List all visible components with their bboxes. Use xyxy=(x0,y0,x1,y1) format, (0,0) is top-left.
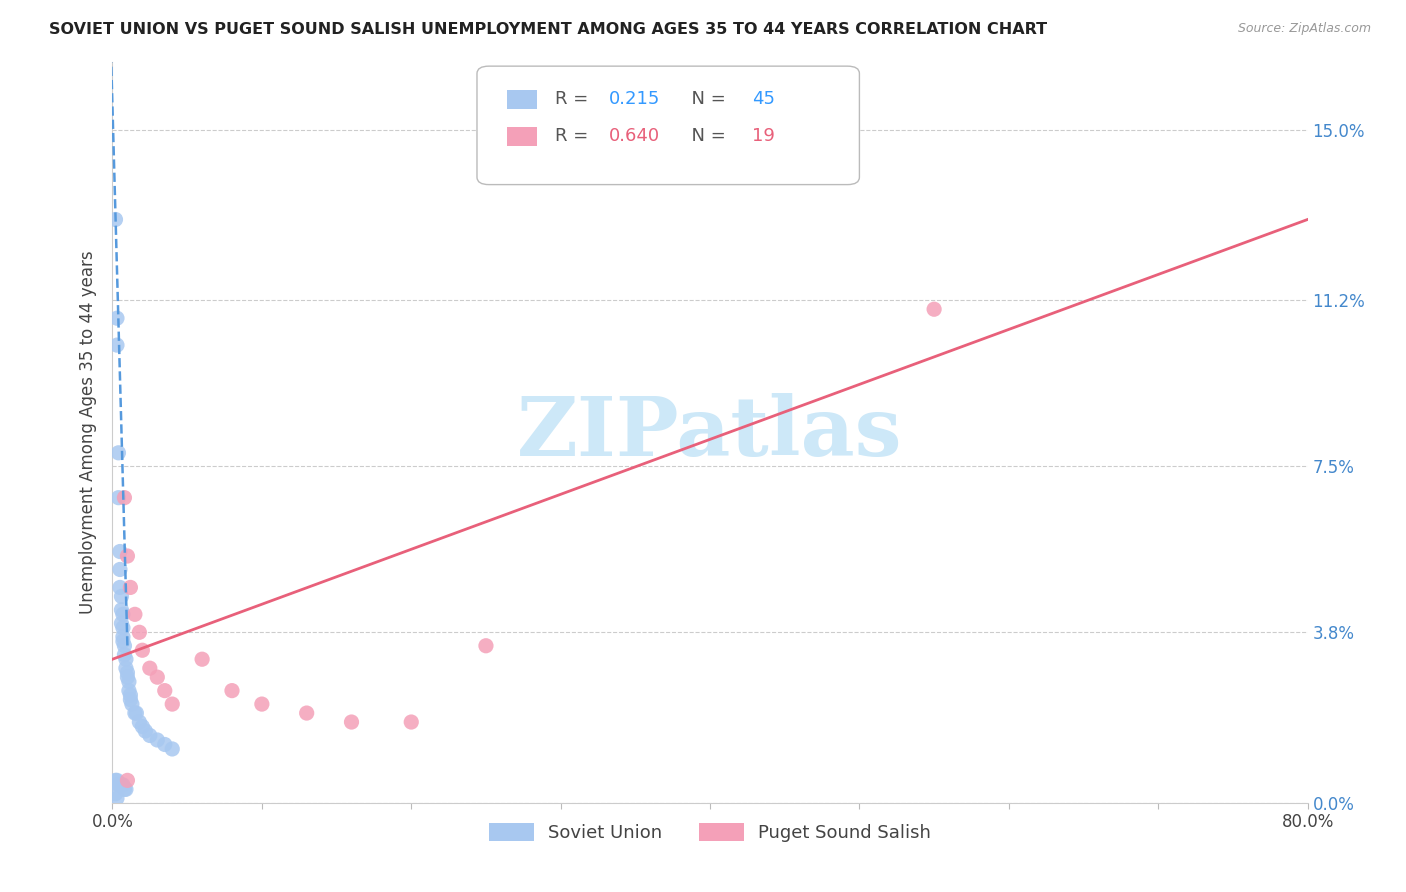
Point xyxy=(105,338,128,352)
Point xyxy=(105,791,128,805)
Point xyxy=(110,616,132,631)
FancyBboxPatch shape xyxy=(477,66,859,185)
Point xyxy=(114,782,135,797)
Point xyxy=(104,773,127,788)
Point xyxy=(110,603,132,617)
Text: Source: ZipAtlas.com: Source: ZipAtlas.com xyxy=(1237,22,1371,36)
Point xyxy=(108,544,131,558)
Point xyxy=(111,630,134,644)
Point xyxy=(108,581,131,595)
Point xyxy=(117,773,139,788)
Text: 0.640: 0.640 xyxy=(609,128,659,145)
Point xyxy=(118,683,141,698)
Point xyxy=(120,581,142,595)
Point xyxy=(115,652,138,666)
Point xyxy=(131,643,153,657)
Text: R =: R = xyxy=(554,90,593,109)
Point xyxy=(111,634,134,648)
Point xyxy=(162,742,183,756)
Text: N =: N = xyxy=(681,90,731,109)
FancyBboxPatch shape xyxy=(508,128,537,145)
Point xyxy=(221,683,243,698)
Point xyxy=(107,778,129,792)
Text: 19: 19 xyxy=(752,128,775,145)
Point xyxy=(111,778,134,792)
Y-axis label: Unemployment Among Ages 35 to 44 years: Unemployment Among Ages 35 to 44 years xyxy=(79,251,97,615)
Point xyxy=(153,683,176,698)
Point xyxy=(120,688,142,702)
Point xyxy=(115,661,138,675)
Text: N =: N = xyxy=(681,128,731,145)
Point xyxy=(117,670,139,684)
Text: 0.215: 0.215 xyxy=(609,90,659,109)
Point xyxy=(153,738,176,752)
Point xyxy=(125,706,148,720)
Point xyxy=(105,311,128,326)
Point xyxy=(146,733,169,747)
Point xyxy=(162,697,183,711)
FancyBboxPatch shape xyxy=(508,90,537,109)
Point xyxy=(134,724,156,739)
Text: R =: R = xyxy=(554,128,593,145)
Point xyxy=(110,590,132,604)
Point xyxy=(121,697,143,711)
Text: 45: 45 xyxy=(752,90,775,109)
Point xyxy=(115,782,138,797)
Point xyxy=(107,491,129,505)
Point xyxy=(118,674,141,689)
Point xyxy=(114,491,135,505)
Point xyxy=(401,714,423,729)
Point xyxy=(111,607,134,622)
Text: ZIPatlas: ZIPatlas xyxy=(517,392,903,473)
Point xyxy=(108,778,131,792)
Point xyxy=(111,621,134,635)
Point xyxy=(131,719,153,733)
Text: SOVIET UNION VS PUGET SOUND SALISH UNEMPLOYMENT AMONG AGES 35 TO 44 YEARS CORREL: SOVIET UNION VS PUGET SOUND SALISH UNEMP… xyxy=(49,22,1047,37)
Point xyxy=(117,549,139,563)
Point xyxy=(139,729,162,743)
Point xyxy=(114,648,135,662)
Point xyxy=(124,706,146,720)
Point xyxy=(114,639,135,653)
Point xyxy=(922,302,945,317)
Point xyxy=(105,773,128,788)
Legend: Soviet Union, Puget Sound Salish: Soviet Union, Puget Sound Salish xyxy=(482,815,938,849)
Point xyxy=(108,562,131,576)
Point xyxy=(124,607,146,622)
Point xyxy=(295,706,318,720)
Point xyxy=(128,714,150,729)
Point xyxy=(107,446,129,460)
Point xyxy=(475,639,498,653)
Point xyxy=(128,625,150,640)
Point xyxy=(104,787,127,801)
Point xyxy=(191,652,214,666)
Point xyxy=(250,697,273,711)
Point xyxy=(340,714,363,729)
Point xyxy=(104,212,127,227)
Point xyxy=(117,665,139,680)
Point xyxy=(110,778,132,792)
Point xyxy=(146,670,169,684)
Point xyxy=(120,692,142,706)
Point xyxy=(139,661,162,675)
